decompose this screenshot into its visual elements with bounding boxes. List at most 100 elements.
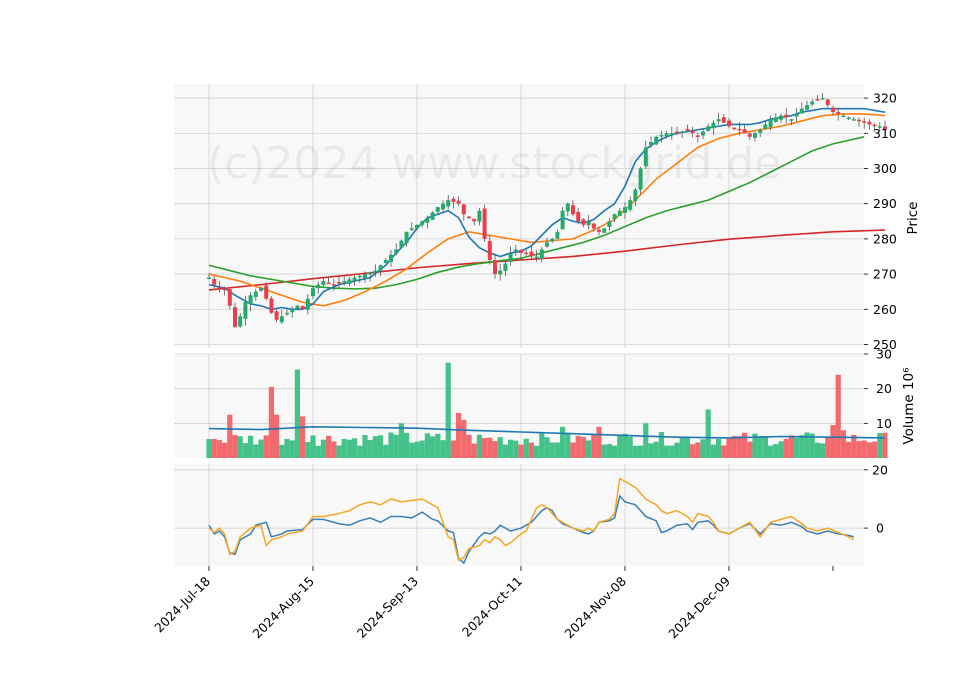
- candle-body: [373, 270, 378, 273]
- volume-bar: [679, 438, 685, 458]
- volume-bar: [274, 414, 280, 458]
- volume-bar: [388, 432, 394, 458]
- volume-bar: [783, 438, 789, 458]
- volume-bar: [294, 369, 300, 458]
- candle-body: [872, 124, 877, 127]
- volume-bar: [284, 438, 290, 458]
- volume-bar: [575, 435, 581, 458]
- volume-bar: [721, 445, 727, 458]
- volume-bar: [378, 435, 384, 458]
- candle-body: [623, 207, 627, 213]
- candle-body: [487, 241, 492, 260]
- volume-bar: [757, 436, 763, 458]
- volume-bar: [544, 437, 550, 458]
- candle-body: [836, 111, 841, 114]
- volume-bar: [430, 436, 436, 458]
- candle-body: [321, 281, 326, 285]
- candle-body: [467, 216, 471, 219]
- candle-body: [337, 282, 341, 284]
- candle-body: [290, 309, 295, 313]
- candle-body: [690, 130, 695, 134]
- candle-body: [695, 135, 700, 137]
- volume-bar: [352, 438, 358, 458]
- volume-bar: [554, 442, 560, 458]
- candle-body: [394, 249, 399, 254]
- candle-body: [233, 307, 237, 327]
- price-axis-label: Price: [905, 202, 921, 235]
- volume-bar: [762, 436, 768, 458]
- volume-panel: 10 20 30 Volume 10⁶: [174, 347, 917, 458]
- candle-body: [430, 212, 435, 220]
- volume-bar: [606, 444, 612, 458]
- x-tick-label: 2024-Aug-15: [249, 574, 317, 642]
- candle-body: [675, 131, 679, 134]
- candle-body: [253, 291, 258, 297]
- candle-body: [451, 198, 456, 202]
- candle-body: [659, 135, 664, 137]
- volume-average-line: [208, 425, 886, 439]
- volume-bar: [596, 426, 602, 458]
- candle-body: [409, 228, 414, 230]
- candle-body: [539, 249, 544, 260]
- candle-body: [643, 147, 648, 167]
- volume-bars: [206, 362, 888, 458]
- candle-body: [383, 260, 388, 264]
- candle-body: [420, 221, 425, 225]
- volume-bar: [856, 441, 862, 458]
- candle-body: [654, 136, 659, 145]
- volume-tick-label: 20: [876, 381, 892, 396]
- volume-bar: [731, 436, 737, 458]
- volume-bar: [227, 414, 233, 458]
- volume-bar: [601, 444, 607, 458]
- candle-body: [461, 204, 466, 215]
- x-axis: 2024-Jul-18 2024-Aug-15 2024-Sep-13 2024-Oc…: [151, 566, 834, 642]
- candle-body: [279, 316, 284, 323]
- volume-bar: [508, 439, 514, 458]
- volume-bar: [263, 435, 269, 458]
- candle-body: [404, 231, 409, 243]
- candle-body: [857, 119, 861, 122]
- candle-body: [503, 263, 508, 272]
- volume-bar: [456, 412, 462, 458]
- volume-bar: [211, 438, 217, 458]
- price-tick-label: 260: [873, 302, 897, 317]
- candle-body: [555, 231, 560, 239]
- oscillator-y-axis: 0 20: [864, 462, 888, 536]
- candle-body: [207, 277, 211, 280]
- candle-body: [331, 284, 336, 286]
- moving-average-line: [208, 229, 886, 291]
- candle-body: [831, 107, 835, 113]
- volume-bar: [799, 435, 805, 458]
- volume-bar: [866, 442, 872, 458]
- candle-body: [493, 260, 497, 275]
- volume-bar: [253, 444, 259, 458]
- volume-bar: [768, 445, 774, 458]
- candle-body: [742, 129, 747, 134]
- volume-bar: [279, 444, 285, 458]
- volume-bar: [570, 442, 576, 458]
- volume-y-axis: 10 20 30: [864, 347, 892, 431]
- volume-bar: [461, 419, 467, 458]
- candle-body: [446, 200, 451, 207]
- candle-body: [846, 117, 851, 119]
- volume-bar: [809, 433, 815, 458]
- volume-bar: [341, 438, 347, 458]
- volume-bar: [736, 436, 742, 458]
- candle-body: [425, 217, 430, 223]
- candle-body: [841, 115, 846, 118]
- candle-body: [508, 252, 513, 262]
- volume-bar: [315, 445, 321, 458]
- volume-bar: [617, 435, 623, 458]
- volume-bar: [232, 435, 238, 458]
- volume-bar: [242, 443, 248, 458]
- price-tick-label: 270: [873, 267, 897, 282]
- volume-bar: [669, 445, 675, 458]
- volume-bar: [882, 432, 888, 458]
- volume-bar: [435, 433, 441, 458]
- candle-body: [810, 101, 815, 105]
- volume-bar: [747, 441, 753, 458]
- candle-body: [389, 254, 393, 262]
- oscillator-panel: 0 20: [174, 462, 888, 566]
- candle-body: [347, 279, 352, 284]
